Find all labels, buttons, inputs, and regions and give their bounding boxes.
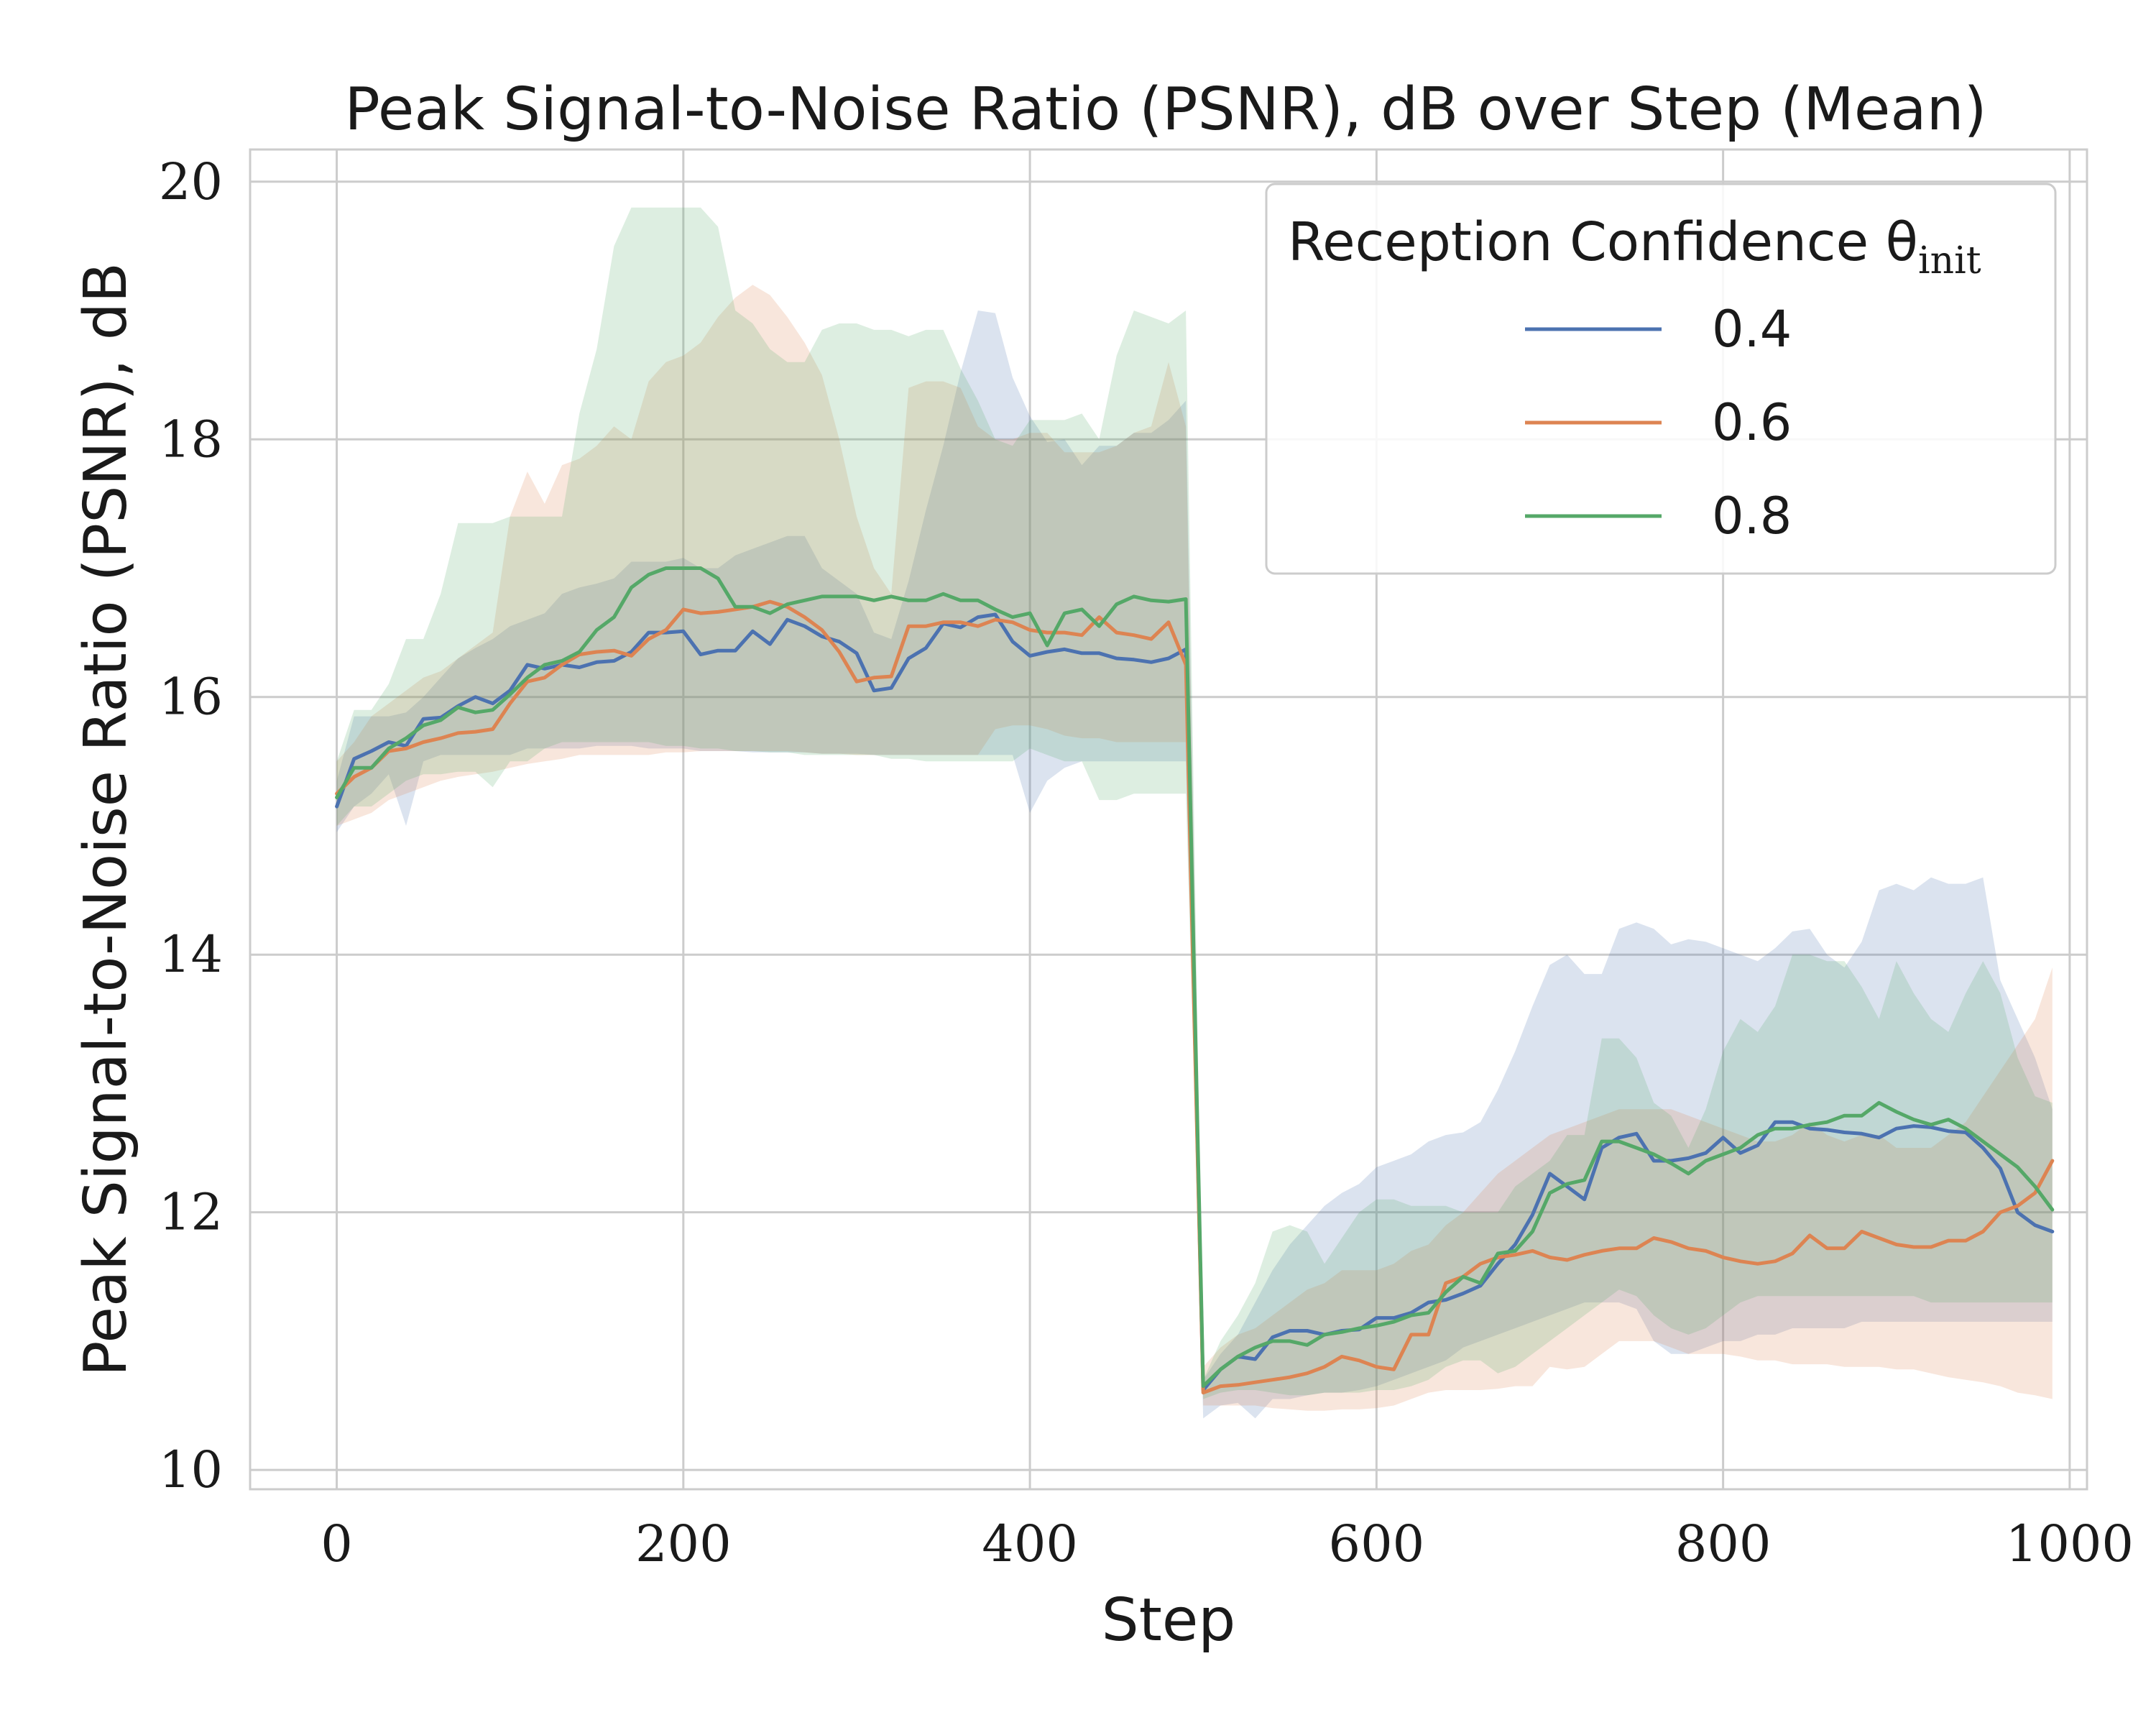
tick-layer: 0 200 400 600 800 1000 10 12 14 16 18 20: [159, 152, 2134, 1573]
x-tick-label: 200: [635, 1514, 732, 1573]
y-axis-label: Peak Signal-to-Noise Ratio (PSNR), dB: [72, 262, 140, 1376]
y-tick-label: 16: [159, 668, 223, 727]
confidence-band-0-6: [336, 285, 2053, 1411]
legend-label-0-4: 0.4: [1712, 300, 1792, 359]
legend-box: [1265, 183, 2057, 575]
legend: Reception Confidence θinit 0.4 0.6 0.8: [1265, 183, 2057, 575]
chart-title: Peak Signal-to-Noise Ratio (PSNR), dB ov…: [344, 75, 1986, 144]
confidence-band-0-8: [336, 207, 2053, 1399]
x-axis-label: Step: [1102, 1586, 1236, 1655]
y-tick-label: 10: [159, 1440, 223, 1499]
x-tick-label: 600: [1329, 1514, 1425, 1573]
legend-items: 0.4 0.6 0.8: [1525, 300, 1792, 546]
legend-label-0-6: 0.6: [1712, 393, 1792, 452]
legend-title-subscript: init: [1918, 239, 1981, 282]
x-tick-label: 1000: [2006, 1514, 2134, 1573]
y-tick-label: 12: [159, 1183, 223, 1242]
y-tick-label: 14: [159, 925, 223, 984]
x-tick-label: 0: [321, 1514, 353, 1573]
series-line-0-8: [335, 566, 2055, 1389]
x-tick-label: 400: [982, 1514, 1078, 1573]
y-tick-label: 20: [159, 152, 223, 211]
y-tick-label: 18: [159, 410, 223, 469]
legend-label-0-8: 0.8: [1712, 487, 1792, 546]
plot-frame: [249, 148, 2088, 1491]
x-tick-label: 800: [1675, 1514, 1772, 1573]
legend-title-text: Reception Confidence θ: [1288, 211, 1918, 273]
legend-title: Reception Confidence θinit: [1288, 211, 1981, 282]
line-layer: [335, 566, 2055, 1395]
